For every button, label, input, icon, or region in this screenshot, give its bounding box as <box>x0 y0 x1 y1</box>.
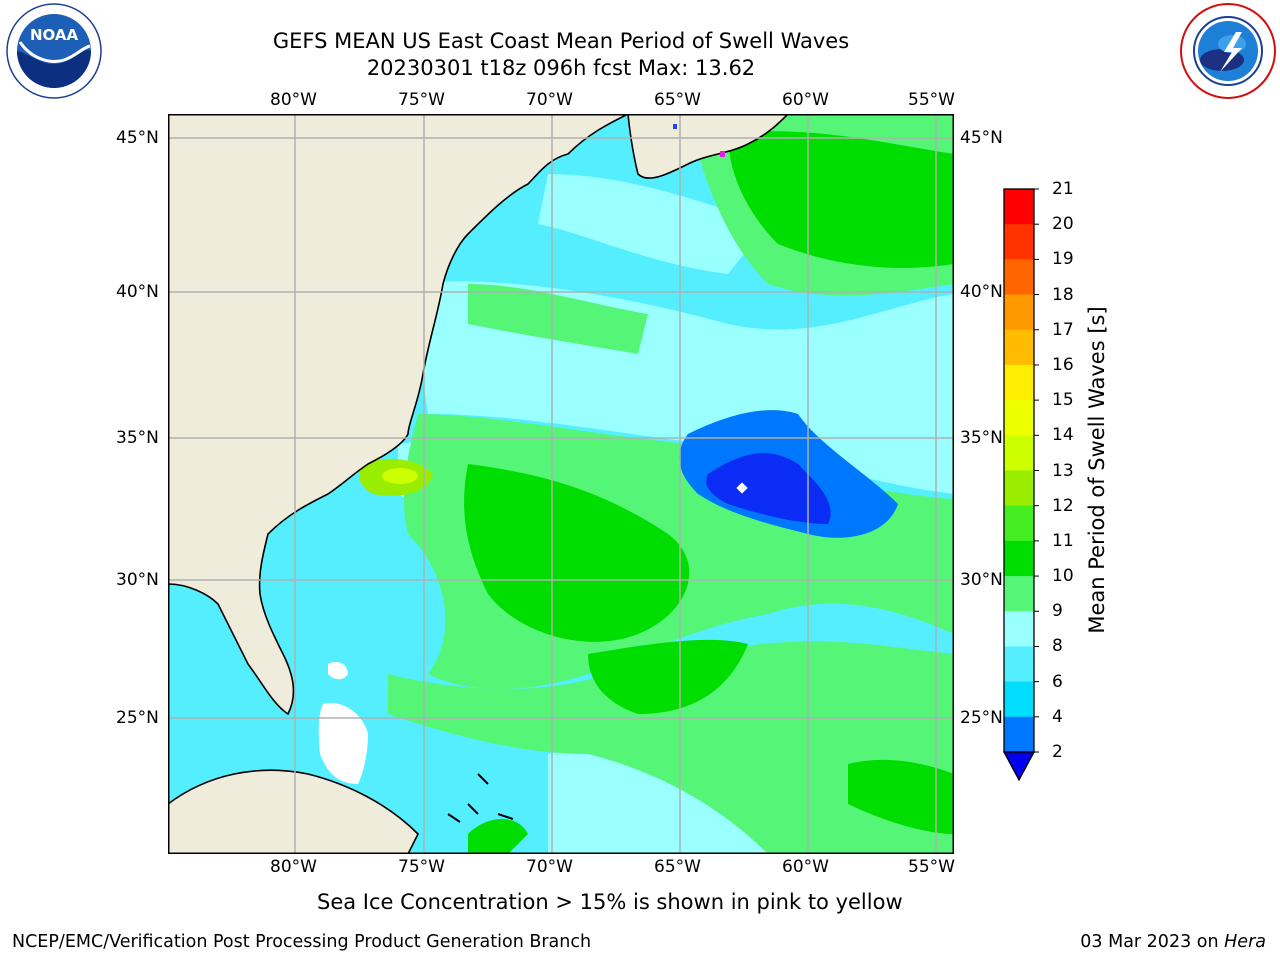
colorbar-tick-label: 13 <box>1052 460 1074 481</box>
map-border <box>168 114 954 854</box>
colorbar-bin <box>1004 329 1034 366</box>
footer-credit: NCEP/EMC/Verification Post Processing Pr… <box>12 932 592 952</box>
colorbar-tick-label: 18 <box>1052 284 1074 305</box>
colorbar-tick-label: 21 <box>1052 179 1074 199</box>
lon-label-bottom: 75°W <box>398 857 445 877</box>
colorbar-bin <box>1004 364 1034 401</box>
colorbar-tick-label: 11 <box>1052 530 1074 551</box>
colorbar-bin <box>1004 576 1034 612</box>
field-green-10 <box>728 131 954 268</box>
colorbar-bin <box>1004 505 1034 542</box>
colorbar-tick-label: 2 <box>1052 742 1063 762</box>
colorbar-bin <box>1004 400 1034 436</box>
colorbar-bin <box>1004 189 1034 225</box>
colorbar-tick-label: 9 <box>1052 601 1063 622</box>
colorbar <box>1002 188 1039 782</box>
field-green-9 <box>388 641 954 854</box>
colorbar-bin <box>1004 224 1034 260</box>
lon-label-bottom: 65°W <box>654 857 701 877</box>
lat-label-left: 45°N <box>116 128 159 148</box>
missing-cell <box>736 482 748 494</box>
field-green-10 <box>464 464 690 642</box>
noaa-logo: NOAA <box>6 3 102 99</box>
coastline <box>627 114 789 179</box>
field-green-9 <box>468 284 648 354</box>
lat-label-right: 35°N <box>960 428 1003 448</box>
lon-label-top: 60°W <box>782 90 829 110</box>
lat-label-left: 35°N <box>116 428 159 448</box>
swell-period-map <box>168 114 954 854</box>
lon-label-top: 70°W <box>526 90 573 110</box>
nws-logo <box>1180 3 1276 99</box>
lon-label-top: 65°W <box>654 90 701 110</box>
colorbar-tick-label: 12 <box>1052 495 1074 516</box>
coastline <box>168 769 419 854</box>
no-data-bahamas <box>318 703 368 784</box>
colorbar-tick-label: 4 <box>1052 706 1063 727</box>
lon-label-top: 75°W <box>398 90 445 110</box>
lon-label-bottom: 70°W <box>526 857 573 877</box>
lon-label-top: 80°W <box>270 90 317 110</box>
land-north-america <box>168 114 628 714</box>
lat-label-left: 25°N <box>116 708 159 728</box>
lon-label-bottom: 80°W <box>270 857 317 877</box>
field-green-10 <box>848 759 954 834</box>
lat-label-right: 30°N <box>960 570 1003 590</box>
lat-label-right: 45°N <box>960 128 1003 148</box>
no-data-bahamas <box>328 662 348 680</box>
lon-label-top: 55°W <box>908 90 955 110</box>
colorbar-tick-label: 16 <box>1052 354 1074 375</box>
svg-text:NOAA: NOAA <box>30 26 79 44</box>
colorbar-bin <box>1004 681 1034 718</box>
sea-ice-note: Sea Ice Concentration > 15% is shown in … <box>317 890 903 914</box>
colorbar-bin <box>1004 611 1034 647</box>
field-green-10 <box>468 819 528 854</box>
sea-ice-marker <box>673 124 677 129</box>
colorbar-under-arrow <box>1002 751 1036 782</box>
colorbar-bin <box>1004 540 1034 577</box>
lon-label-bottom: 60°W <box>782 857 829 877</box>
map-subtitle: 20230301 t18z 096h fcst Max: 13.62 <box>366 56 756 80</box>
lat-label-right: 25°N <box>960 708 1003 728</box>
footer-host: Hera <box>1224 932 1266 952</box>
colorbar-bin <box>1004 716 1034 753</box>
colorbar-tick-label: 8 <box>1052 636 1063 657</box>
coastline <box>168 114 629 716</box>
sea-ice-marker <box>720 151 725 157</box>
colorbar-bin <box>1004 259 1034 296</box>
field-yellow-13 <box>382 468 418 484</box>
colorbar-tick-label: 6 <box>1052 671 1063 692</box>
colorbar-tick-label: 17 <box>1052 319 1074 340</box>
field-blue-2 <box>706 453 831 524</box>
colorbar-tick-label: 10 <box>1052 566 1074 587</box>
colorbar-bin <box>1004 435 1034 471</box>
coastline <box>447 773 514 823</box>
colorbar-bin <box>1004 470 1034 507</box>
footer-date-text: 03 Mar 2023 on <box>1080 932 1225 952</box>
footer-date: 03 Mar 2023 on Hera <box>1080 932 1266 952</box>
colorbar-tick-label: 15 <box>1052 390 1074 411</box>
lat-label-left: 40°N <box>116 282 159 302</box>
lon-label-bottom: 55°W <box>908 857 955 877</box>
graticule <box>168 114 954 854</box>
lat-label-left: 30°N <box>116 570 159 590</box>
colorbar-title: Mean Period of Swell Waves [s] <box>1085 306 1109 634</box>
colorbar-tick-label: 14 <box>1052 425 1074 446</box>
colorbar-bin <box>1004 646 1034 683</box>
field-green-10 <box>588 639 748 714</box>
colorbar-tick-label: 19 <box>1052 249 1074 270</box>
lat-label-right: 40°N <box>960 282 1003 302</box>
land-nova-scotia <box>628 114 788 179</box>
field-light-cyan <box>538 174 768 274</box>
colorbar-bin <box>1004 294 1034 331</box>
colorbar-tick-label: 20 <box>1052 214 1074 235</box>
map-title: GEFS MEAN US East Coast Mean Period of S… <box>272 29 850 53</box>
